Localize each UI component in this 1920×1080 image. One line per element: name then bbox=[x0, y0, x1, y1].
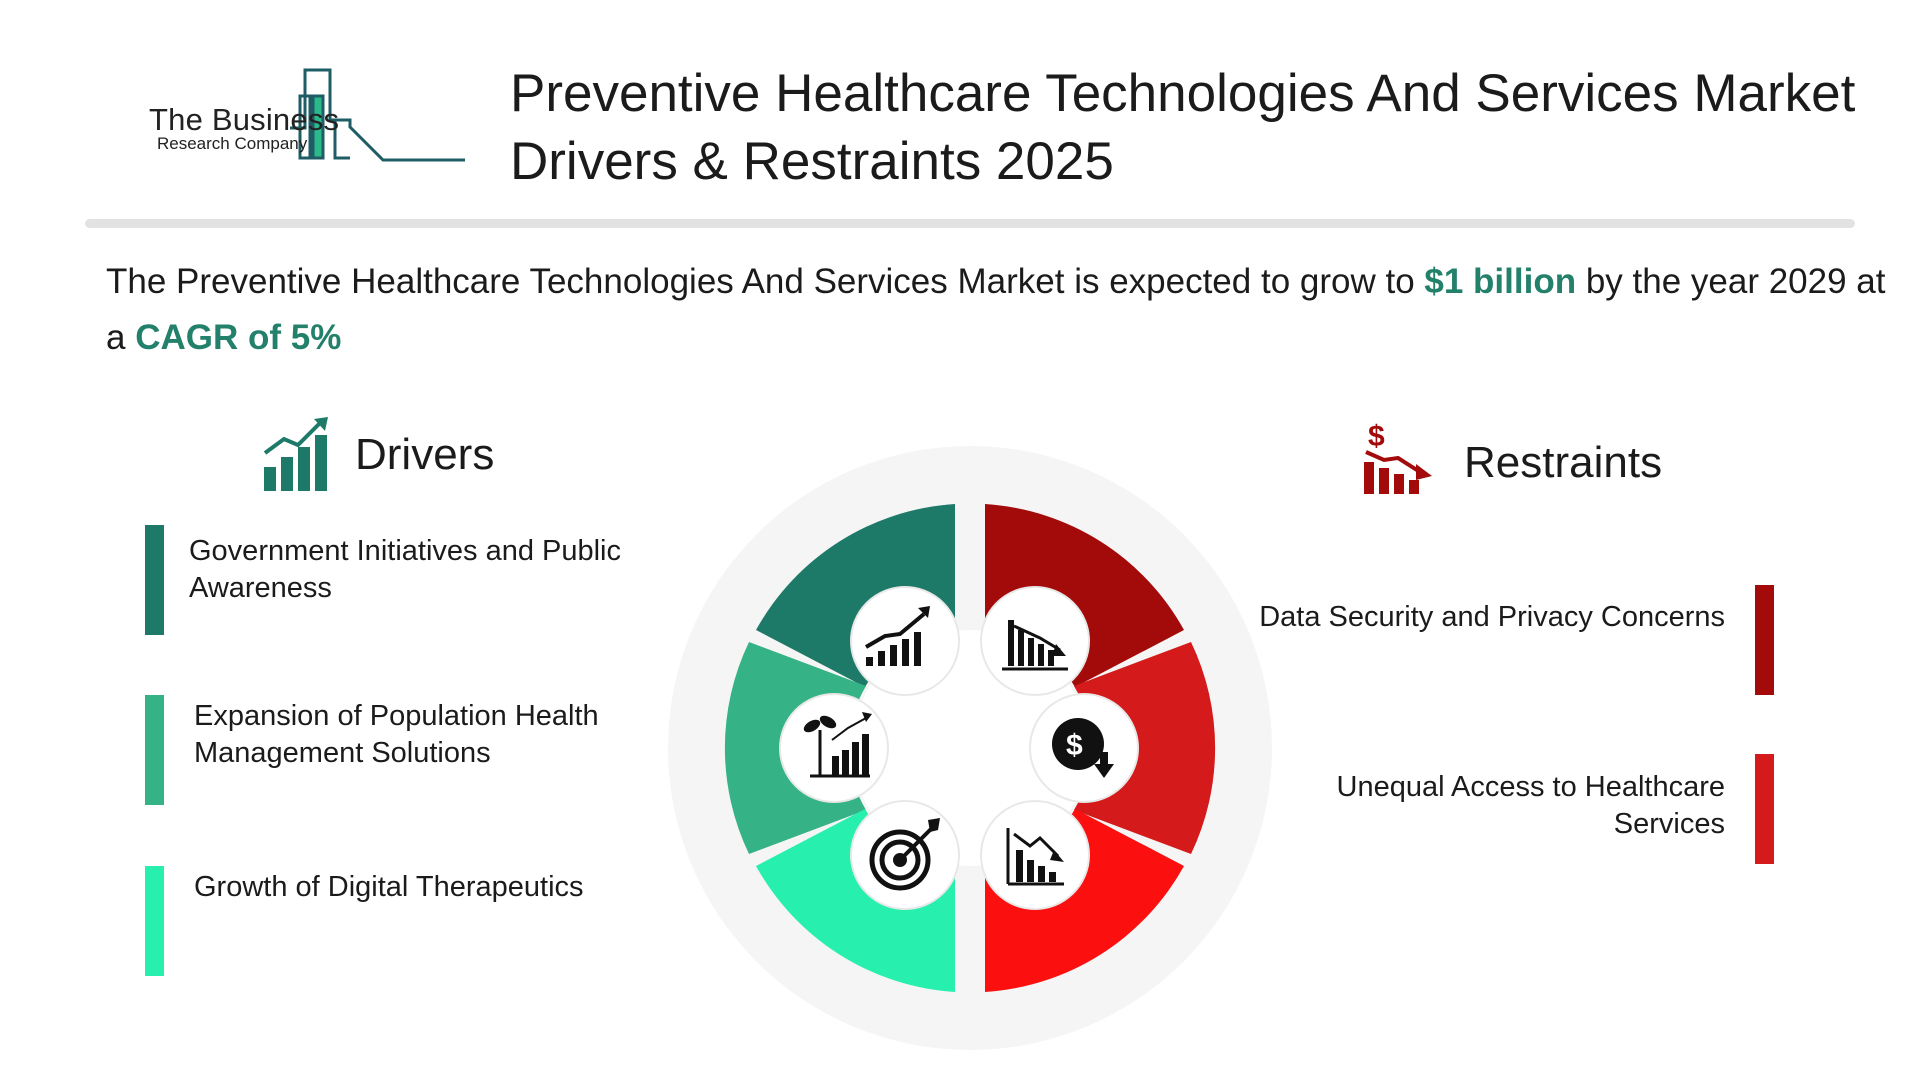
wheel-segment-restraint-2 bbox=[1074, 642, 1216, 854]
driver-3-bar bbox=[145, 866, 164, 976]
cagr-value: CAGR of 5% bbox=[135, 318, 342, 357]
logo-buildings-icon bbox=[290, 68, 465, 162]
downtrend-chart-icon bbox=[980, 800, 1090, 910]
restraint-1-label: Data Security and Privacy Concerns bbox=[1259, 601, 1725, 633]
restraint-2-bar bbox=[1755, 754, 1774, 864]
growth-chart-icon bbox=[262, 415, 332, 498]
target-icon bbox=[850, 800, 960, 910]
restraints-heading: Restraints bbox=[1464, 438, 1663, 487]
driver-2-label: Expansion of Population Health Managemen… bbox=[194, 700, 599, 769]
summary-middle: by the year 2029 at a bbox=[106, 262, 1886, 357]
logo-subname: Research Company bbox=[157, 134, 308, 153]
svg-text:$: $ bbox=[1368, 420, 1385, 453]
page-title: Preventive Healthcare Technologies And S… bbox=[510, 64, 1856, 191]
driver-1-label: Government Initiatives and Public Awaren… bbox=[189, 535, 621, 604]
plant-growth-chart-icon bbox=[779, 693, 889, 803]
dollar-down-icon: $ bbox=[1029, 693, 1139, 803]
market-value: $1 billion bbox=[1424, 262, 1577, 301]
summary-prefix: The Preventive Healthcare Technologies A… bbox=[106, 262, 1425, 301]
svg-text:$: $ bbox=[1066, 729, 1083, 762]
logo-name: The Business bbox=[149, 102, 340, 137]
header-divider bbox=[85, 219, 1855, 228]
declining-bars-icon bbox=[980, 586, 1090, 696]
dollar-decline-chart-icon: $ bbox=[1362, 418, 1434, 501]
restraint-2-label: Unequal Access to Healthcare Services bbox=[1336, 771, 1726, 840]
restraint-1-bar bbox=[1755, 585, 1774, 695]
growth-bars-icon bbox=[850, 586, 960, 696]
market-summary: The Preventive Healthcare Technologies A… bbox=[106, 254, 1896, 366]
drivers-heading: Drivers bbox=[355, 430, 495, 479]
driver-3-label: Growth of Digital Therapeutics bbox=[194, 871, 584, 903]
driver-1-bar bbox=[145, 525, 164, 635]
driver-2-bar bbox=[145, 695, 164, 805]
company-logo: The Business Research Company bbox=[145, 62, 475, 170]
